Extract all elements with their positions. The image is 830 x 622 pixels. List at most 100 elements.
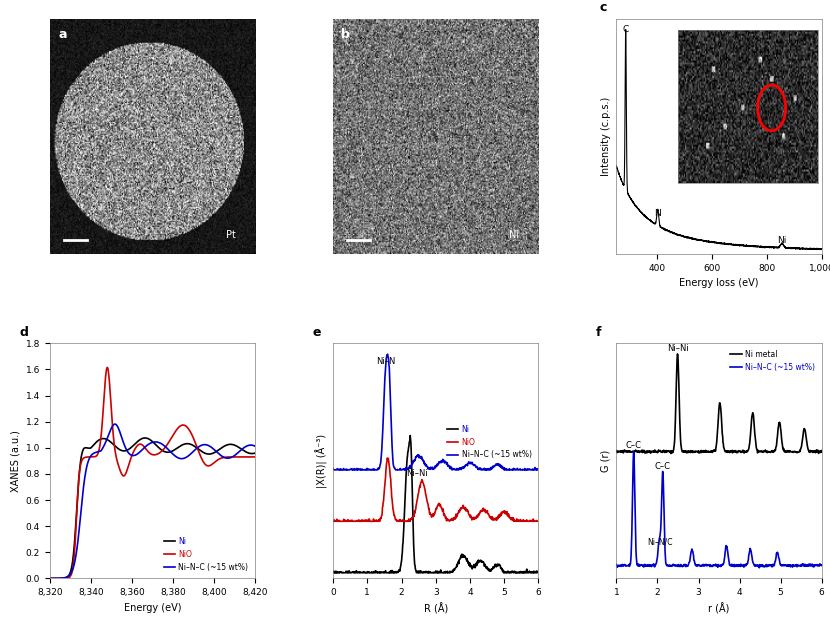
Ni–N–C (~15 wt%) <box>665 561 675 569</box>
Text: C–C: C–C <box>626 442 642 450</box>
NiO <box>364 516 374 523</box>
Ni–N–C (~15 wt%) <box>381 355 391 362</box>
Ni <box>466 562 476 570</box>
NiO <box>148 451 158 458</box>
Ni metal <box>647 448 657 455</box>
Text: Ni–N/C: Ni–N/C <box>647 537 672 546</box>
Ni–N–C (~15 wt%) <box>628 448 638 455</box>
Text: C: C <box>622 25 629 34</box>
Y-axis label: G (r): G (r) <box>601 450 611 472</box>
Ni–N–C (~15 wt%) <box>383 350 393 358</box>
NiO <box>45 575 55 582</box>
NiO <box>534 518 544 525</box>
Text: d: d <box>19 325 28 338</box>
Legend: Ni, NiO, Ni–N–C (~15 wt%): Ni, NiO, Ni–N–C (~15 wt%) <box>444 422 535 462</box>
Ni <box>148 438 158 445</box>
Ni–N–C (~15 wt%) <box>534 466 544 473</box>
Ni <box>405 432 415 439</box>
Ni <box>45 575 55 582</box>
Ni metal <box>672 350 682 358</box>
Text: C–C: C–C <box>655 463 671 471</box>
Ni–N–C (~15 wt%) <box>162 444 172 452</box>
NiO <box>222 453 232 461</box>
NiO <box>483 510 493 518</box>
NiO <box>149 451 159 458</box>
Ni–N–C (~15 wt%) <box>365 466 375 473</box>
Text: Ni: Ni <box>509 230 519 239</box>
Ni–N–C (~15 wt%) <box>173 454 183 462</box>
Ni <box>328 567 338 575</box>
Ni–N–C (~15 wt%) <box>328 465 338 472</box>
NiO <box>162 442 172 449</box>
Text: Ni–N: Ni–N <box>377 356 396 366</box>
Text: Ni–Ni: Ni–Ni <box>406 468 427 478</box>
Text: Ni–Ni: Ni–Ni <box>666 344 688 353</box>
Ni–N–C (~15 wt%) <box>222 455 232 462</box>
Text: c: c <box>600 1 608 14</box>
Text: a: a <box>58 28 66 41</box>
Ni <box>162 448 172 456</box>
Line: NiO: NiO <box>333 458 539 521</box>
NiO <box>261 453 271 461</box>
Line: Ni–N–C (~15 wt%): Ni–N–C (~15 wt%) <box>617 452 822 568</box>
Text: b: b <box>341 28 350 41</box>
NiO <box>466 512 476 519</box>
Ni–N–C (~15 wt%) <box>45 575 55 582</box>
Legend: Ni, NiO, Ni–N–C (~15 wt%): Ni, NiO, Ni–N–C (~15 wt%) <box>161 534 251 575</box>
Ni metal <box>749 420 759 428</box>
Text: e: e <box>313 325 321 338</box>
Ni <box>365 569 375 577</box>
Ni–N–C (~15 wt%) <box>261 450 271 458</box>
Ni–N–C (~15 wt%) <box>466 458 476 466</box>
Ni <box>173 443 183 451</box>
Ni metal <box>664 448 674 455</box>
Ni–N–C (~15 wt%) <box>256 447 266 454</box>
Ni–N–C (~15 wt%) <box>110 420 120 428</box>
NiO <box>102 364 112 371</box>
Ni–N–C (~15 wt%) <box>648 560 658 568</box>
Ni–N–C (~15 wt%) <box>612 560 622 568</box>
Ni <box>222 441 232 448</box>
Y-axis label: Intensity (c.p.s.): Intensity (c.p.s.) <box>601 96 611 176</box>
NiO <box>328 518 338 525</box>
Ni–N–C (~15 wt%) <box>330 466 339 473</box>
X-axis label: r (Å): r (Å) <box>708 603 730 614</box>
Ni–N–C (~15 wt%) <box>733 562 743 570</box>
Ni metal <box>705 448 715 456</box>
Ni metal <box>767 447 777 455</box>
Ni–N–C (~15 wt%) <box>483 466 493 473</box>
Ni <box>256 447 266 454</box>
Ni–N–C (~15 wt%) <box>148 439 158 446</box>
NiO <box>256 453 266 461</box>
Ni <box>261 443 271 451</box>
Ni–N–C (~15 wt%) <box>450 465 460 473</box>
Ni metal <box>666 450 676 457</box>
Ni <box>450 565 460 573</box>
X-axis label: Energy (eV): Energy (eV) <box>124 603 181 613</box>
Ni–N–C (~15 wt%) <box>149 439 159 446</box>
Ni <box>149 439 159 447</box>
Text: Ni: Ni <box>778 236 787 245</box>
Ni <box>422 569 432 576</box>
Ni <box>534 568 544 575</box>
Y-axis label: |X(R)| (Å⁻³): |X(R)| (Å⁻³) <box>315 434 328 488</box>
Ni–N–C (~15 wt%) <box>767 562 777 569</box>
X-axis label: Energy loss (eV): Energy loss (eV) <box>679 278 759 288</box>
Ni <box>329 569 339 577</box>
NiO <box>383 455 393 462</box>
NiO <box>381 467 391 475</box>
Line: Ni metal: Ni metal <box>617 354 822 453</box>
Text: f: f <box>596 325 602 338</box>
Ni–N–C (~15 wt%) <box>705 562 715 570</box>
Line: NiO: NiO <box>50 368 266 578</box>
Ni metal <box>733 447 743 455</box>
Line: Ni: Ni <box>50 438 266 578</box>
X-axis label: R (Å): R (Å) <box>423 603 448 614</box>
Line: Ni–N–C (~15 wt%): Ni–N–C (~15 wt%) <box>50 424 266 578</box>
Ni metal <box>817 447 827 454</box>
Line: Ni–N–C (~15 wt%): Ni–N–C (~15 wt%) <box>333 354 539 470</box>
Legend: Ni metal, Ni–N–C (~15 wt%): Ni metal, Ni–N–C (~15 wt%) <box>727 347 818 375</box>
NiO <box>422 494 432 501</box>
Ni–N–C (~15 wt%) <box>754 564 764 572</box>
Ni–N–C (~15 wt%) <box>749 560 759 568</box>
